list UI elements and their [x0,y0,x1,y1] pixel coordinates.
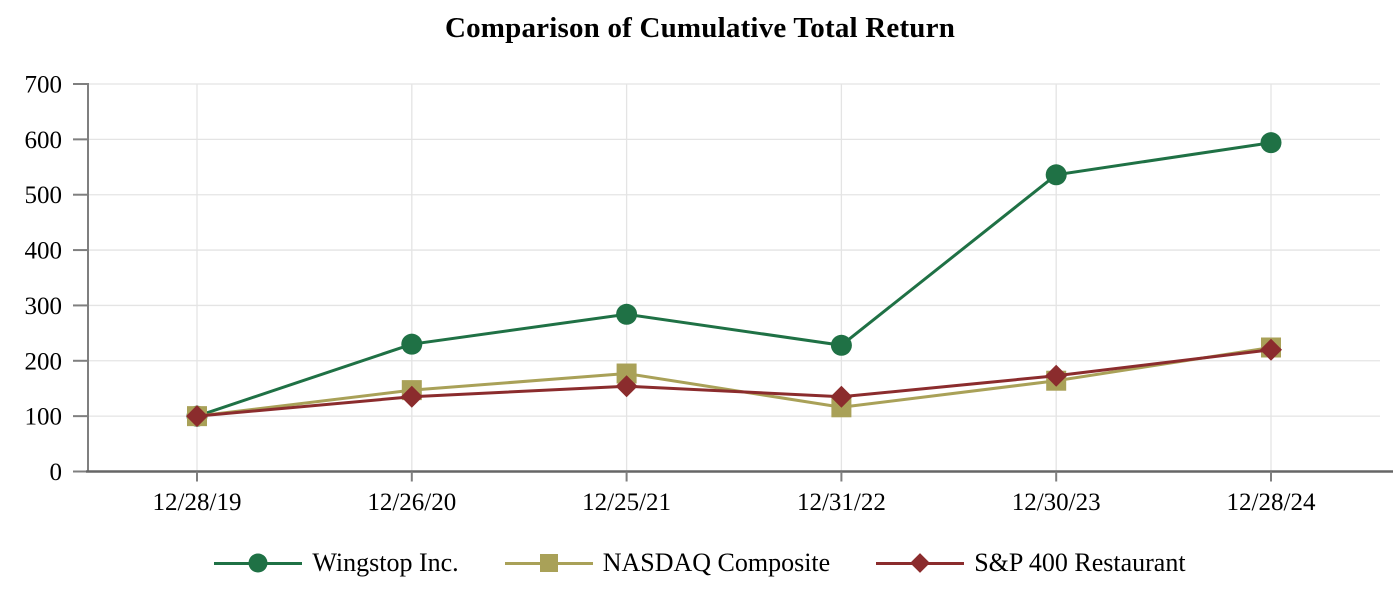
data-point-diamond [400,385,423,408]
legend-line-sample [214,553,303,573]
legend-marker-square-icon [539,554,558,572]
y-tick-label: 100 [25,404,63,431]
y-tick-label: 400 [25,238,63,265]
legend-label: NASDAQ Composite [602,548,831,577]
chart-title: Comparison of Cumulative Total Return [444,12,956,44]
data-point-circle [401,333,423,355]
legend-marker-diamond-icon [910,553,931,573]
series-line-square [196,346,1272,418]
y-tick-label: 700 [25,72,63,99]
data-point-diamond [186,405,208,428]
legend-item: NASDAQ Composite [504,548,831,578]
data-point-diamond [615,375,638,398]
legend-label: Wingstop Inc. [312,548,459,577]
y-tick-label: 500 [25,182,63,209]
y-tick-label: 200 [25,348,63,375]
legend-item: S&P 400 Restaurant [876,548,1186,578]
data-point-diamond [1045,364,1068,387]
y-tick-label: 300 [25,293,63,320]
y-tick-label: 600 [25,127,63,154]
legend-line-sample [876,553,965,573]
x-tick-label: 12/25/21 [582,489,671,516]
legend-line-sample [504,554,593,572]
x-tick-label: 12/30/23 [1012,489,1101,516]
legend-marker-circle-icon [248,553,268,573]
data-point-circle [1045,164,1067,186]
data-point-circle [616,303,638,325]
data-point-diamond [830,385,853,408]
x-tick-label: 12/26/20 [367,489,456,516]
x-tick-label: 12/31/22 [797,489,886,516]
data-point-square [616,363,637,384]
chart-legend: Wingstop Inc. NASDAQ Composite S&P 400 Res… [0,548,1400,578]
x-tick-label: 12/28/19 [153,489,242,516]
y-tick-label: 0 [50,459,63,486]
series-line-circle [196,141,1272,418]
line-chart-plot: 0 100 200 300 400 500 600 700 12/28/19 12/26/20 12… [25,72,1393,516]
data-point-circle [830,334,852,356]
legend-label: S&P 400 Restaurant [974,548,1186,577]
legend-item: Wingstop Inc. [214,548,459,578]
data-point-circle [1260,132,1282,154]
x-tick-label: 12/28/24 [1227,489,1316,516]
data-point-diamond [1260,338,1282,361]
series-line-diamond [196,348,1272,418]
